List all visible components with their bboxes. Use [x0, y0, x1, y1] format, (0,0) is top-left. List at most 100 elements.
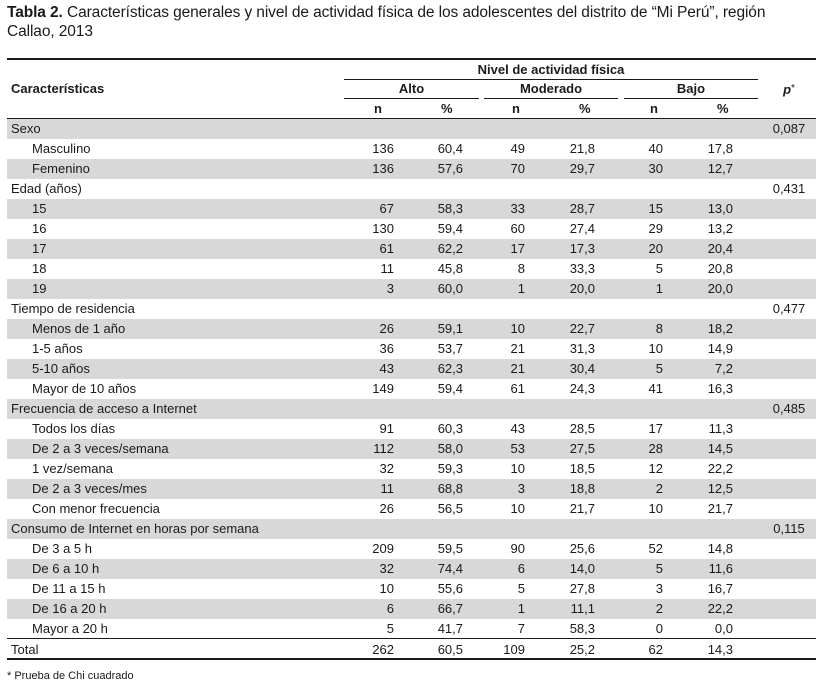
cell-moderado-pct: 29,7: [569, 161, 595, 176]
cell-moderado-n: 49: [510, 141, 525, 156]
row-label: Menos de 1 año: [32, 321, 126, 336]
cell-alto-pct: 45,8: [437, 261, 463, 276]
table-row: De 2 a 3 veces/semana 112 58,0 53 27,5 28 14,5: [7, 439, 816, 459]
cell-bajo-pct: 11,6: [708, 561, 733, 576]
cell-alto-n: 3: [386, 281, 394, 296]
row-label: Consumo de Internet en horas por semana: [11, 521, 259, 536]
cell-moderado-pct: 30,4: [569, 361, 595, 376]
group-row: Consumo de Internet en horas por semana 0…: [7, 519, 816, 539]
row-label: 17: [32, 241, 47, 256]
cell-alto-n: 11: [380, 481, 395, 496]
header-moderado-pct: %: [579, 101, 591, 116]
cell-p-value: 0,485: [772, 401, 806, 416]
cell-bajo-pct: 20,8: [707, 261, 733, 276]
row-label: 15: [32, 201, 47, 216]
cell-bajo-pct: 16,7: [707, 581, 733, 596]
row-label: 18: [32, 261, 47, 276]
cell-p-value: 0,087: [772, 121, 806, 136]
cell-bajo-pct: 20,0: [707, 281, 733, 296]
cell-moderado-n: 10: [510, 501, 525, 516]
cell-alto-n: 130: [372, 221, 394, 236]
cell-alto-pct: 59,1: [437, 321, 463, 336]
row-label: De 2 a 3 veces/mes: [32, 481, 147, 496]
cell-moderado-pct: 14,0: [569, 561, 595, 576]
table-row: Todos los días 91 60,3 43 28,5 17 11,3: [7, 419, 816, 439]
cell-moderado-pct: 21,7: [569, 501, 595, 516]
cell-alto-n: 36: [379, 341, 394, 356]
row-label: De 3 a 5 h: [32, 541, 92, 556]
cell-bajo-n: 12: [648, 461, 663, 476]
cell-moderado-pct: 20,0: [569, 281, 595, 296]
cell-bajo-n: 20: [648, 241, 663, 256]
cell-moderado-n: 3: [517, 481, 525, 496]
cell-moderado-n: 33: [510, 201, 525, 216]
cell-moderado-pct: 27,8: [569, 581, 595, 596]
table-top-rule: [7, 58, 816, 60]
group-row: Edad (años) 0,431: [7, 179, 816, 199]
cell-moderado-pct: 31,3: [569, 341, 595, 356]
row-label: De 11 a 15 h: [32, 581, 106, 596]
cell-moderado-pct: 11,1: [570, 601, 595, 616]
cell-bajo-pct: 18,2: [707, 321, 733, 336]
row-label: Tiempo de residencia: [11, 301, 135, 316]
cell-moderado-n: 8: [517, 261, 525, 276]
header-p-asterisk: *: [791, 83, 795, 94]
cell-bajo-pct: 14,9: [707, 341, 733, 356]
cell-alto-pct: 59,5: [437, 541, 463, 556]
cell-moderado-pct: 18,5: [569, 461, 595, 476]
table-row: De 16 a 20 h 6 66,7 1 11,1 2 22,2: [7, 599, 816, 619]
cell-bajo-pct: 16,3: [707, 381, 733, 396]
header-alto-pct: %: [441, 101, 453, 116]
row-label: Edad (años): [11, 181, 82, 196]
cell-moderado-n: 53: [510, 441, 525, 456]
cell-moderado-n: 10: [510, 461, 525, 476]
table-row: Con menor frecuencia 26 56,5 10 21,7 10 21,7: [7, 499, 816, 519]
header-p-value: p*: [762, 79, 816, 100]
cell-alto-n: 67: [379, 201, 394, 216]
cell-alto-n: 136: [372, 141, 394, 156]
header-group-rule: [344, 79, 758, 80]
cell-moderado-n: 61: [510, 381, 525, 396]
group-row: Sexo 0,087: [7, 119, 816, 139]
cell-alto-pct: 53,7: [437, 341, 463, 356]
total-row: Total 262 60,5 109 25,2 62 14,3: [7, 640, 816, 660]
row-label: Todos los días: [32, 421, 116, 436]
table-row: De 6 a 10 h 32 74,4 6 14,0 5 11,6: [7, 559, 816, 579]
header-moderado-rule: [484, 98, 618, 99]
header-alto: Alto: [398, 81, 425, 96]
header-alto-rule: [344, 98, 479, 99]
row-label: Femenino: [32, 161, 90, 176]
header-bajo-pct: %: [717, 101, 729, 116]
header-p-letter: p: [783, 82, 792, 97]
cell-alto-pct: 56,5: [437, 501, 463, 516]
cell-bajo-n: 2: [655, 481, 663, 496]
cell-moderado-pct: 18,8: [569, 481, 595, 496]
header-activity-level: Nivel de actividad física: [477, 62, 625, 77]
cell-bajo-n: 17: [648, 421, 663, 436]
row-label: 16: [32, 221, 47, 236]
cell-moderado-pct: 27,4: [569, 221, 595, 236]
cell-bajo-pct: 14,5: [707, 441, 733, 456]
cell-alto-n: 91: [379, 421, 394, 436]
cell-alto-pct: 41,7: [437, 621, 463, 636]
table-caption-label: Tabla 2.: [7, 4, 63, 21]
header-moderado-n: n: [512, 101, 520, 116]
cell-moderado-pct: 27,5: [569, 441, 595, 456]
cell-bajo-pct: 14,3: [707, 642, 733, 657]
cell-alto-n: 209: [372, 541, 394, 556]
table-footnote: * Prueba de Chi cuadrado: [7, 670, 134, 682]
cell-bajo-n: 41: [648, 381, 663, 396]
cell-bajo-n: 5: [655, 361, 663, 376]
cell-alto-pct: 74,4: [437, 561, 463, 576]
row-label: Mayor de 10 años: [32, 381, 137, 396]
cell-moderado-n: 70: [510, 161, 525, 176]
cell-p-value: 0,431: [772, 181, 806, 196]
cell-alto-n: 26: [379, 321, 394, 336]
cell-bajo-n: 52: [648, 541, 663, 556]
row-label: De 2 a 3 veces/semana: [32, 441, 169, 456]
table-row: Femenino 136 57,6 70 29,7 30 12,7: [7, 159, 816, 179]
cell-p-value: 0,477: [772, 301, 806, 316]
group-row: Frecuencia de acceso a Internet 0,485: [7, 399, 816, 419]
cell-moderado-n: 90: [510, 541, 525, 556]
